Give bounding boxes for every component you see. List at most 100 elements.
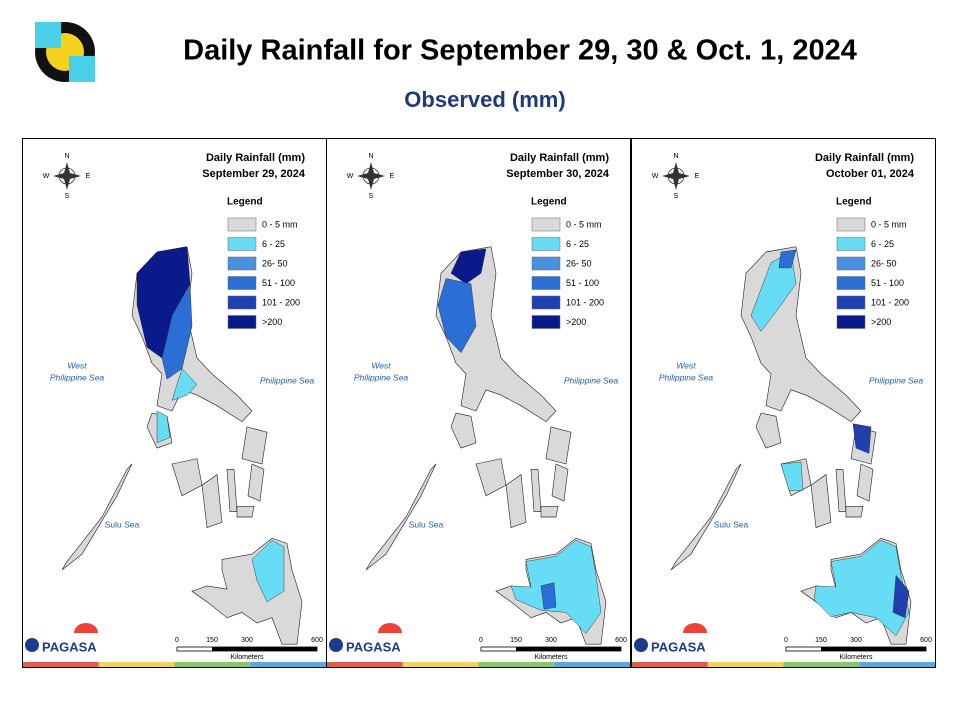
legend-label: 51 - 100 <box>566 278 599 288</box>
scale-bar-fill <box>551 647 621 651</box>
compass-label: E <box>86 173 91 180</box>
rainfall-area <box>778 249 797 269</box>
legend-swatch <box>531 276 561 290</box>
scale-label: 600 <box>920 637 932 644</box>
scale-label: 150 <box>206 637 218 644</box>
legend-title: Legend <box>836 197 872 208</box>
sea-label: Philippine Sea <box>50 372 105 382</box>
compass-label: N <box>64 153 69 160</box>
map-panel: N E S W Daily Rainfall (mm) September 29, 202… <box>22 138 327 668</box>
scale-bar-fill <box>821 647 856 651</box>
compass-label: W <box>347 173 354 180</box>
map-date: October 01, 2024 <box>826 168 915 180</box>
subtitle: Observed (mm) <box>404 87 565 112</box>
legend-label: 0 - 5 mm <box>566 219 602 229</box>
legend-label: 51 - 100 <box>262 278 295 288</box>
legend-swatch <box>531 295 561 310</box>
legend-label: 51 - 100 <box>871 278 904 288</box>
legend-label: 26- 50 <box>262 258 288 268</box>
color-stripe <box>478 662 555 667</box>
compass-star <box>662 162 690 190</box>
rainfall-area <box>892 574 910 618</box>
sea-label: Sulu Sea <box>714 519 749 529</box>
legend-title: Legend <box>227 197 263 208</box>
legend-label: >200 <box>871 317 891 327</box>
legend-label: >200 <box>262 317 282 327</box>
island <box>551 463 569 502</box>
compass-label: S <box>369 193 374 200</box>
scale-label: 300 <box>241 637 253 644</box>
agency-emblem <box>634 638 648 652</box>
sea-label: West <box>371 360 391 370</box>
island <box>755 412 782 449</box>
map-date: September 30, 2024 <box>506 168 610 180</box>
compass: N E S W <box>652 153 700 200</box>
compass-label: W <box>652 173 659 180</box>
island <box>856 463 874 502</box>
map-panel: N E S W Daily Rainfall (mm) September 30, 202… <box>326 138 631 668</box>
color-stripe <box>859 662 935 667</box>
legend-swatch <box>836 237 866 251</box>
scale-label: 600 <box>311 637 323 644</box>
scale-bar-fill <box>516 647 551 651</box>
legend-label: 6 - 25 <box>871 239 894 249</box>
rainfall-area <box>540 582 557 610</box>
color-stripe <box>783 662 860 667</box>
map-heading: Daily Rainfall (mm) <box>206 152 305 164</box>
legend-label: 0 - 5 mm <box>262 219 298 229</box>
legend-swatch <box>227 217 257 232</box>
logo <box>35 22 95 82</box>
sea-label: Sulu Sea <box>105 519 140 529</box>
rainfall-area <box>813 540 910 637</box>
agency-logo: PAGASA <box>651 639 706 654</box>
agency-umbrella <box>74 623 98 633</box>
island <box>61 463 133 571</box>
island <box>241 426 268 465</box>
island <box>365 463 437 571</box>
legend-label: 101 - 200 <box>262 297 300 307</box>
island <box>505 474 527 529</box>
compass-label: S <box>674 193 679 200</box>
compass-label: E <box>390 173 395 180</box>
map-panel: N E S W Daily Rainfall (mm) October 01, 2024 L… <box>631 138 936 668</box>
sea-label: West <box>67 360 87 370</box>
compass-star <box>357 162 385 190</box>
agency-umbrella <box>683 623 707 633</box>
legend-label: 6 - 25 <box>566 239 589 249</box>
legend-swatch <box>836 217 866 232</box>
scale-unit: Kilometers <box>230 654 264 661</box>
compass-label: N <box>673 153 678 160</box>
map-heading: Daily Rainfall (mm) <box>815 152 914 164</box>
sea-label: West <box>676 360 696 370</box>
island <box>810 474 832 529</box>
map <box>670 246 912 645</box>
sea-label: Philippine Sea <box>354 372 409 382</box>
legend-swatch <box>531 217 561 232</box>
island <box>845 506 864 518</box>
scale-label: 0 <box>479 637 483 644</box>
legend-swatch <box>531 237 561 251</box>
rainfall-area <box>450 248 487 285</box>
compass-star <box>53 162 81 190</box>
scale-label: 150 <box>815 637 827 644</box>
sea-label: Philippine Sea <box>260 375 315 385</box>
compass: N E S W <box>347 153 395 200</box>
color-stripe <box>554 662 630 667</box>
scale-label: 150 <box>510 637 522 644</box>
sea-label: Philippine Sea <box>659 372 714 382</box>
legend-swatch <box>227 315 257 329</box>
legend-swatch <box>227 256 257 271</box>
agency-logo: PAGASA <box>346 639 401 654</box>
scale-label: 300 <box>850 637 862 644</box>
logo-quad <box>69 56 95 82</box>
legend-title: Legend <box>531 197 567 208</box>
compass-label: W <box>43 173 50 180</box>
legend-label: 0 - 5 mm <box>871 219 907 229</box>
legend-swatch <box>227 276 257 290</box>
compass: N E S W <box>43 153 91 200</box>
island <box>540 506 559 518</box>
legend-swatch <box>531 256 561 271</box>
rainfall-area <box>437 278 477 354</box>
legend-label: 6 - 25 <box>262 239 285 249</box>
